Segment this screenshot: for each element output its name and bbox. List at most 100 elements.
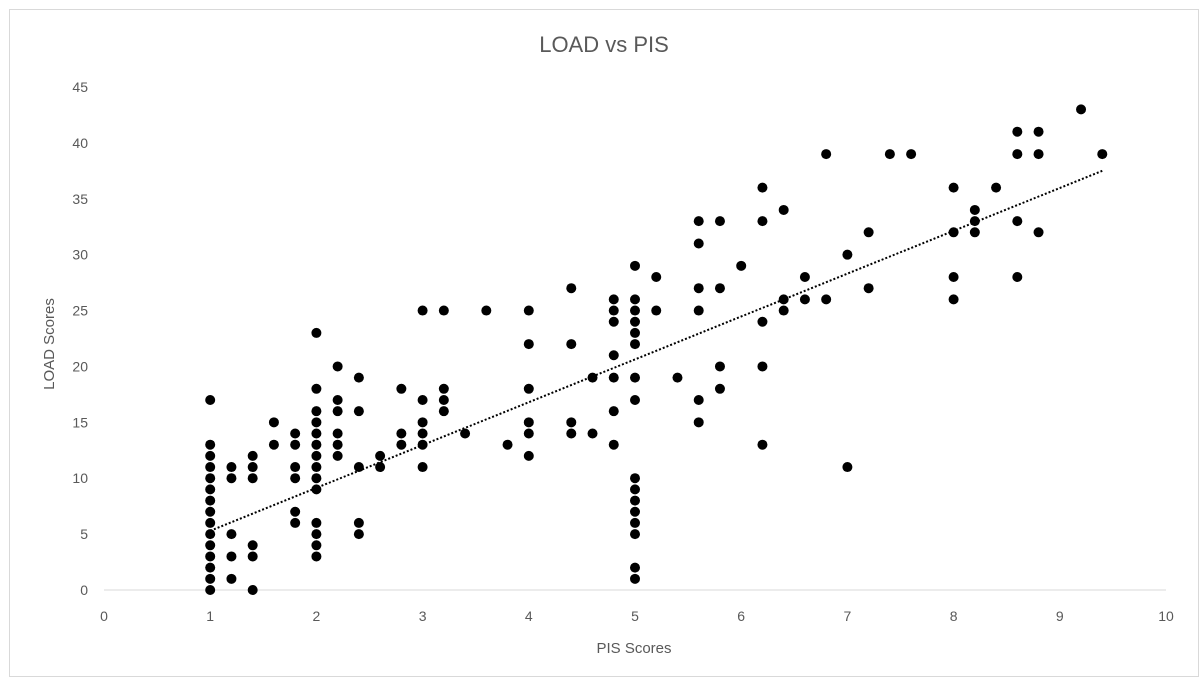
y-tick-label: 10: [72, 470, 88, 486]
data-point: [290, 506, 301, 517]
data-point: [608, 372, 619, 383]
data-point: [714, 283, 725, 294]
chart-title: LOAD vs PIS: [539, 32, 669, 57]
y-tick-label: 30: [72, 247, 88, 263]
y-tick-label: 35: [72, 191, 88, 207]
y-tick-label: 5: [80, 526, 88, 542]
data-point: [523, 450, 534, 461]
data-point: [311, 462, 322, 473]
data-point: [799, 272, 810, 283]
x-tick-label: 3: [419, 608, 427, 624]
data-point: [226, 462, 237, 473]
data-point: [247, 540, 258, 551]
data-point: [332, 428, 343, 439]
data-point: [566, 339, 577, 350]
data-point: [821, 149, 832, 160]
data-point: [1076, 104, 1087, 115]
data-point: [736, 260, 747, 271]
data-point: [332, 394, 343, 405]
data-point: [1097, 149, 1108, 160]
data-point: [566, 428, 577, 439]
data-point: [1012, 149, 1023, 160]
data-point: [290, 428, 301, 439]
data-point: [205, 585, 216, 595]
data-point: [630, 484, 640, 495]
data-point: [396, 428, 407, 439]
data-point: [587, 428, 598, 439]
data-point: [608, 406, 619, 417]
data-point: [205, 562, 216, 573]
x-tick-label: 9: [1056, 608, 1064, 624]
data-point: [906, 149, 917, 160]
data-point: [1033, 149, 1044, 160]
data-point: [587, 372, 598, 383]
data-point: [991, 182, 1002, 193]
data-point: [778, 294, 789, 305]
data-point: [630, 529, 640, 540]
data-point: [290, 462, 301, 473]
data-point: [205, 529, 216, 540]
data-point: [438, 305, 449, 316]
x-tick-label: 0: [100, 608, 108, 624]
data-point: [757, 439, 768, 450]
data-point: [630, 316, 640, 327]
data-point: [311, 406, 322, 417]
data-point: [757, 316, 768, 327]
data-point: [205, 394, 216, 405]
data-point: [417, 462, 428, 473]
data-point: [332, 361, 343, 372]
data-point: [630, 517, 640, 528]
x-tick-label: 1: [206, 608, 214, 624]
x-tick-label: 4: [525, 608, 533, 624]
data-point: [630, 562, 640, 573]
trendline: [209, 169, 1103, 532]
data-point: [948, 272, 959, 283]
x-tick-label: 6: [737, 608, 745, 624]
data-point: [375, 450, 386, 461]
data-point: [290, 473, 301, 484]
data-point: [311, 383, 322, 394]
x-axis-title: PIS Scores: [596, 640, 671, 657]
data-point: [630, 260, 640, 271]
data-point: [630, 305, 640, 316]
data-point: [714, 216, 725, 227]
data-point: [247, 450, 258, 461]
data-point: [693, 417, 704, 428]
data-point: [438, 383, 449, 394]
x-tick-label: 2: [313, 608, 321, 624]
data-point: [969, 204, 980, 215]
data-point: [630, 495, 640, 506]
data-point: [396, 439, 407, 450]
data-points: [205, 104, 1108, 595]
data-point: [651, 305, 662, 316]
data-point: [630, 327, 640, 338]
data-point: [608, 350, 619, 361]
data-point: [608, 294, 619, 305]
data-point: [226, 573, 237, 584]
data-point: [205, 506, 216, 517]
data-point: [205, 495, 216, 506]
data-point: [290, 517, 301, 528]
data-point: [714, 361, 725, 372]
data-point: [247, 585, 258, 595]
data-point: [311, 540, 322, 551]
data-point: [311, 473, 322, 484]
data-point: [332, 439, 343, 450]
data-point: [778, 204, 789, 215]
data-point: [757, 361, 768, 372]
data-point: [523, 428, 534, 439]
data-point: [417, 417, 428, 428]
data-point: [608, 439, 619, 450]
data-point: [630, 339, 640, 350]
y-tick-label: 45: [72, 79, 88, 95]
data-point: [693, 216, 704, 227]
data-point: [438, 406, 449, 417]
data-point: [948, 182, 959, 193]
data-point: [353, 462, 364, 473]
data-point: [311, 327, 322, 338]
data-point: [523, 339, 534, 350]
data-point: [523, 383, 534, 394]
data-point: [1033, 126, 1044, 137]
data-point: [205, 473, 216, 484]
